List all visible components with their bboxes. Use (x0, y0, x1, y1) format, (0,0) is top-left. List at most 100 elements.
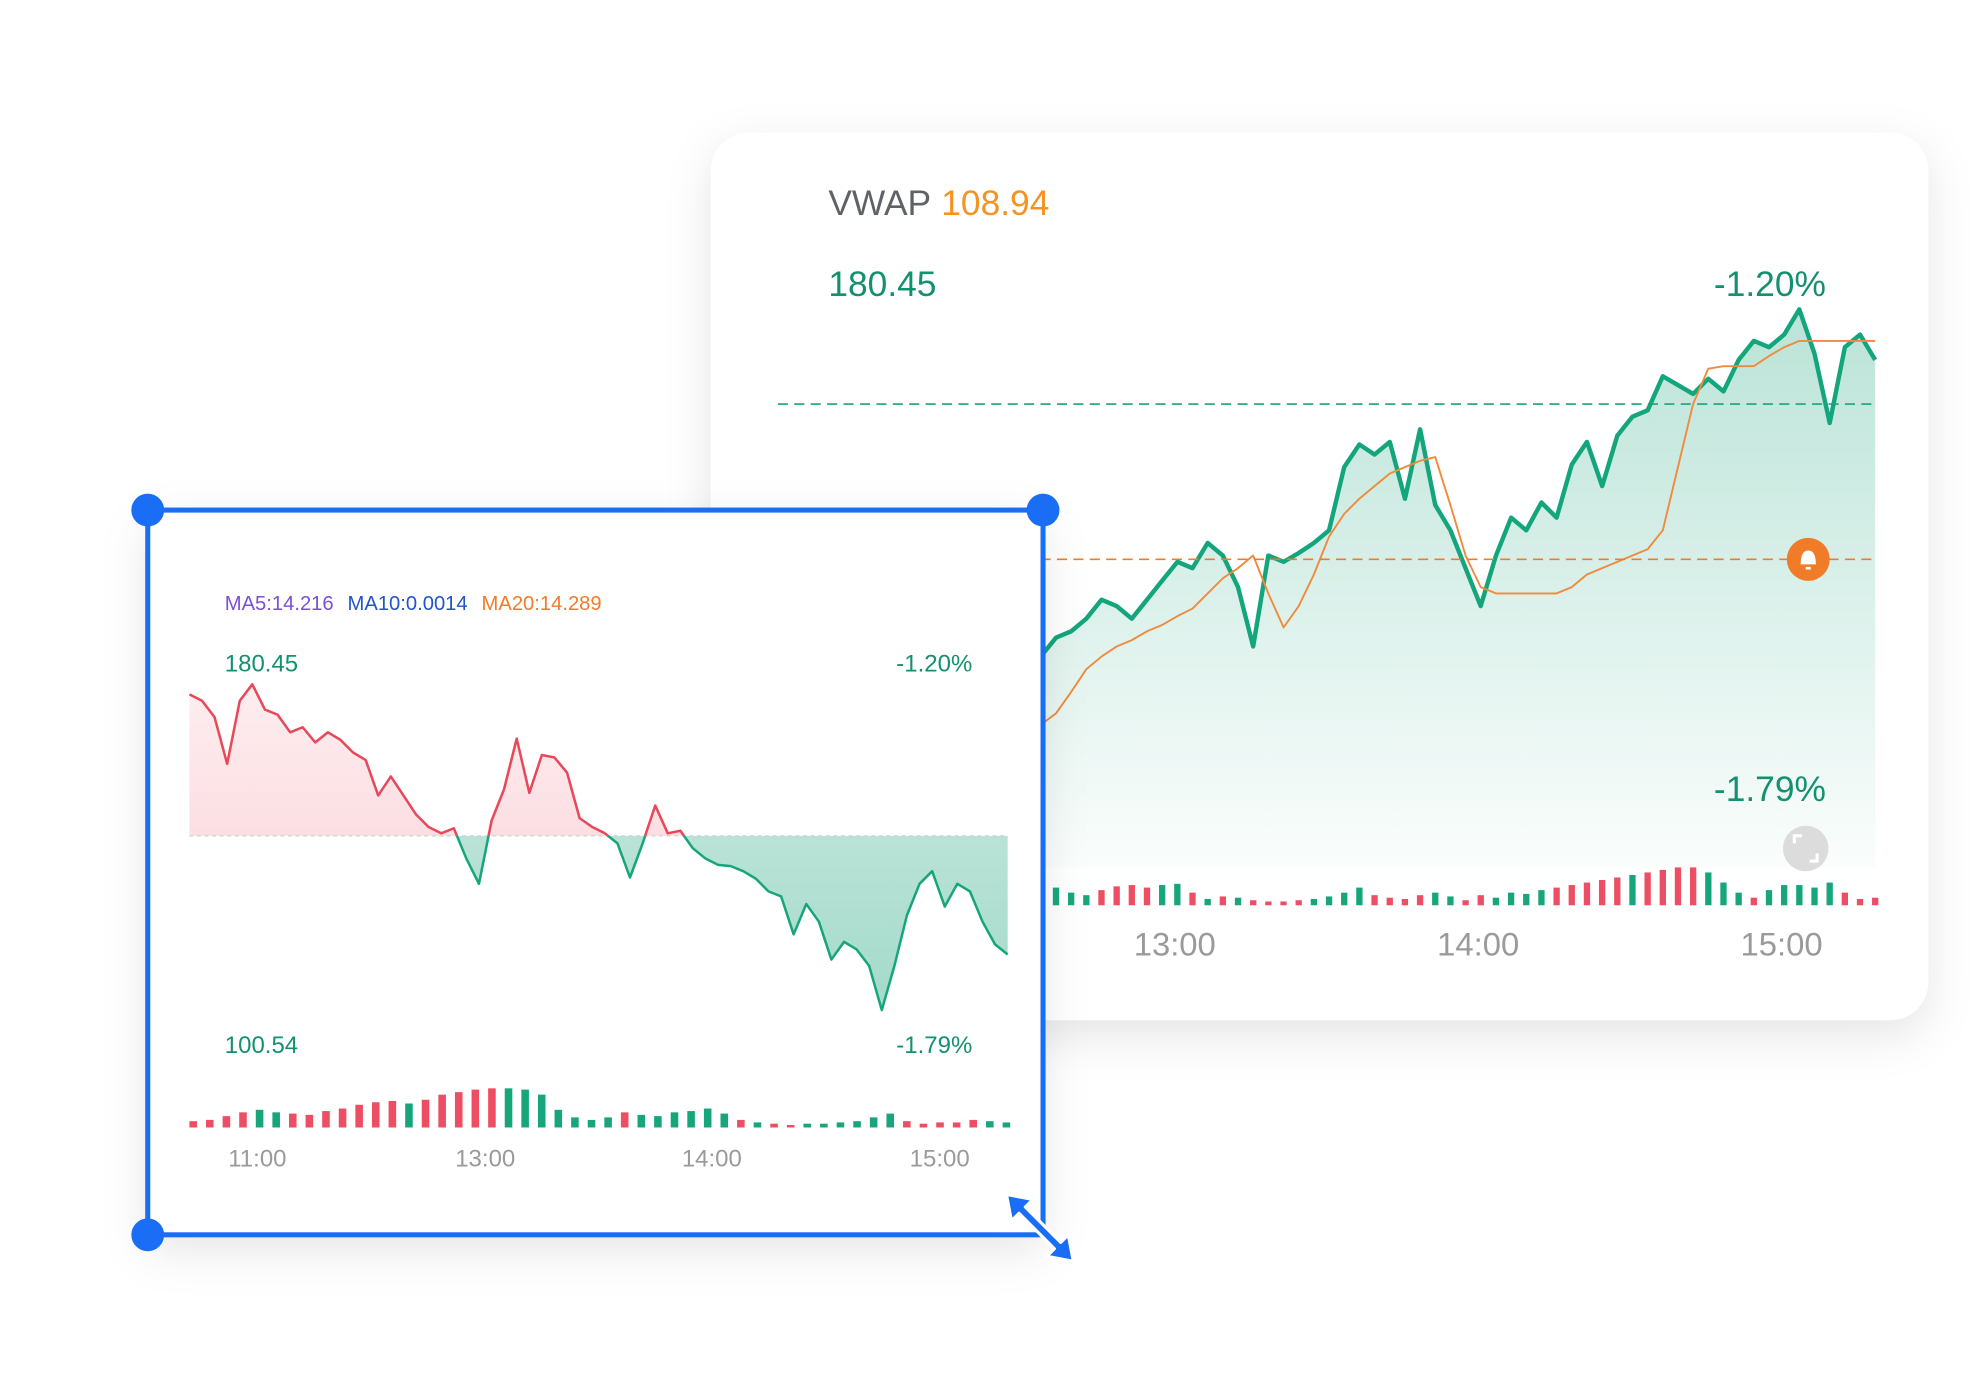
volume-bar (272, 1112, 280, 1128)
y2-tick-label: -1.79% (896, 1032, 972, 1059)
x-tick-label: 14:00 (682, 1146, 742, 1173)
volume-bar (936, 1122, 944, 1128)
volume-bar (1553, 887, 1560, 906)
volume-bar (1432, 892, 1439, 906)
volume-bar (1614, 877, 1621, 906)
volume-bar (1841, 892, 1849, 906)
volume-bar (919, 1123, 928, 1128)
y2-tick-label: -1.20% (896, 651, 972, 678)
volume-bar (886, 1113, 895, 1128)
selection-frame[interactable] (145, 507, 1046, 1238)
indicator-label: MA20:14.289 (482, 593, 602, 615)
resize-handle[interactable] (1026, 493, 1060, 527)
volume-bar (537, 1094, 546, 1128)
volume-bar (1583, 882, 1591, 906)
vwap-value: 108.94 (941, 184, 1049, 223)
volume-bar (620, 1112, 629, 1128)
volume-bar (488, 1088, 496, 1128)
volume-bar (687, 1111, 695, 1128)
volume-bar (853, 1121, 861, 1128)
volume-bar (703, 1108, 712, 1128)
volume-bar (504, 1088, 513, 1128)
indicator-label: MA5:14.216 (225, 593, 334, 615)
volume-bar (1629, 874, 1636, 906)
volume-bar (1447, 896, 1454, 906)
volume-bar (421, 1099, 430, 1128)
resize-handle[interactable] (131, 493, 165, 527)
volume-bar (1356, 887, 1363, 906)
price-line-below (455, 835, 1009, 1012)
volume-bar (239, 1112, 247, 1128)
volume-bar (903, 1121, 911, 1128)
x-tick-label: 15:00 (910, 1146, 970, 1173)
volume-bar (1477, 895, 1484, 906)
volume-bar (753, 1122, 762, 1128)
volume-bar (1674, 867, 1682, 906)
volume-bar (1002, 1122, 1011, 1128)
x-tick-label: 15:00 (1741, 926, 1823, 963)
volume-bar (1295, 900, 1302, 906)
x-tick-label: 11:00 (228, 1146, 286, 1173)
volume-bar (803, 1123, 812, 1128)
volume-bar (355, 1104, 363, 1128)
volume-bar (737, 1119, 745, 1128)
volume-bar (1796, 885, 1803, 906)
volume-bar (654, 1116, 662, 1128)
volume-bar (1174, 883, 1181, 906)
volume-bar (1401, 898, 1409, 906)
volume-bar (637, 1114, 646, 1128)
volume-bar (1280, 901, 1287, 906)
volume-bar (1689, 867, 1697, 906)
volume-bar (1159, 885, 1166, 906)
volume-bar (1856, 898, 1864, 906)
volume-bar (288, 1113, 297, 1128)
x-tick-label: 13:00 (455, 1146, 515, 1173)
expand-icon[interactable] (1783, 825, 1829, 872)
volume-bar (836, 1122, 845, 1128)
volume-bar (338, 1108, 347, 1128)
volume-bar (786, 1124, 795, 1128)
volume-bar (1568, 885, 1575, 906)
volume-bar (322, 1111, 330, 1128)
volume-bar (1705, 872, 1712, 906)
volume-bar (454, 1092, 463, 1128)
volume-bar (1598, 880, 1606, 906)
volume-bar (1128, 885, 1135, 906)
resize-arrow[interactable] (1004, 1192, 1075, 1263)
y2-tick-label: -1.20% (1714, 265, 1826, 304)
x-tick-label: 13:00 (1134, 926, 1216, 963)
vwap-name: VWAP (828, 184, 931, 223)
price-area (782, 309, 1876, 868)
volume-bar (1083, 895, 1090, 906)
volume-bar (1143, 887, 1151, 906)
volume-bar (986, 1121, 994, 1128)
volume-bar (820, 1123, 828, 1128)
volume-bar (571, 1117, 579, 1128)
price-line-above (188, 683, 686, 836)
volume-bar (1507, 892, 1515, 906)
volume-bar (1219, 896, 1227, 906)
volume-bar (952, 1122, 961, 1128)
volume-bar (1872, 897, 1879, 906)
volume-bar (1098, 890, 1105, 906)
volume-bar (869, 1117, 878, 1128)
volume-bar (1765, 890, 1773, 906)
volume-bar (1234, 897, 1242, 906)
volume-bar (1265, 901, 1272, 906)
volume-bar (255, 1109, 264, 1128)
volume-bar (1538, 890, 1545, 906)
volume-bar (969, 1119, 978, 1128)
y-tick-label: 180.45 (828, 265, 936, 304)
front-chart: MA5:14.216 MA10:0.0014 MA20:14.289 180.45 10… (188, 593, 1011, 1173)
volume-bar (405, 1103, 413, 1128)
volume-bar (438, 1094, 446, 1128)
volume-bar (1826, 882, 1833, 906)
vwap-header: VWAP 108.94 (828, 184, 1049, 223)
resize-handle[interactable] (131, 1218, 165, 1252)
volume-bar (554, 1109, 563, 1128)
volume-bar (1067, 892, 1075, 906)
volume-bar (305, 1114, 314, 1128)
y-tick-label: 180.45 (225, 651, 298, 678)
